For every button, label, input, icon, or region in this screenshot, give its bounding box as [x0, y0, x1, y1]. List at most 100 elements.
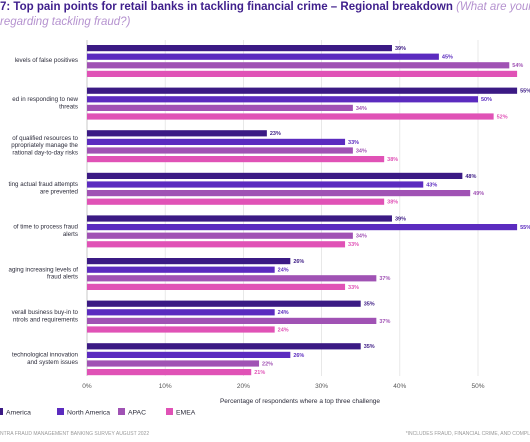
bar: [87, 87, 518, 94]
bar: [87, 172, 463, 179]
category-label-line: threats: [59, 103, 78, 110]
bar: [87, 326, 275, 333]
bar-value-label: 34%: [356, 234, 367, 240]
bar: [87, 283, 346, 290]
x-tick-label: 50%: [471, 383, 484, 390]
category-label-line: aging increasing levels of: [9, 266, 79, 273]
bar-value-label: 33%: [348, 140, 359, 146]
bar: [87, 156, 385, 163]
bar: [87, 215, 392, 222]
category-label-line: of qualified resources to: [12, 135, 78, 142]
x-tick-label: 0%: [82, 383, 92, 390]
x-tick-label: 30%: [315, 383, 328, 390]
bar: [87, 275, 377, 282]
x-tick-label: 40%: [393, 383, 406, 390]
bar-value-label: 54%: [512, 63, 523, 69]
bar: [87, 181, 424, 188]
category-label-line: alerts: [63, 231, 78, 238]
category-label-line: ed in responding to new: [12, 96, 78, 103]
bar-value-label: 34%: [356, 106, 367, 112]
category-label-line: are prevented: [40, 189, 79, 196]
category-label-line: ntrols and requirements: [13, 316, 78, 323]
bar: [87, 369, 252, 376]
bar-value-label: 39%: [395, 46, 406, 52]
bar-value-label: 23%: [270, 131, 281, 137]
bar-value-label: 52%: [497, 114, 508, 120]
category-label: technological innovation and system issue…: [12, 352, 79, 366]
x-tick-label: 10%: [159, 383, 172, 390]
bar-value-label: 37%: [379, 319, 390, 325]
bar: [87, 266, 275, 273]
category-label-line: rational day-to-day risks: [12, 150, 78, 157]
bar-value-label: 33%: [348, 285, 359, 291]
category-label: verall business buy-in to ntrols and requ…: [12, 309, 79, 323]
category-label: ed in responding to new threats: [12, 96, 78, 110]
bar: [87, 360, 260, 367]
bar-value-label: 50%: [481, 97, 492, 103]
legend-swatch: [0, 408, 3, 415]
bars: 39% 45% 54% 55% 50% 34% 52% 23% 33% 34% 38% 48% 43% 4…: [87, 45, 530, 376]
bar: [87, 300, 361, 307]
bar-value-label: 35%: [364, 302, 375, 308]
bar: [87, 138, 346, 145]
legend: America North America APAC EMEA: [0, 408, 196, 417]
category-label: of qualified resources to ppropriately ma…: [11, 135, 78, 157]
category-label-line: ppropriately manage the: [11, 142, 78, 149]
bar: [87, 351, 291, 358]
bar: [87, 258, 291, 265]
bar-value-label: 55%: [520, 225, 530, 231]
bar-value-label: 24%: [278, 327, 289, 333]
bar: [87, 198, 385, 205]
bar: [87, 343, 361, 350]
bar: [87, 190, 471, 197]
bar: [87, 96, 478, 103]
bar: [87, 113, 494, 120]
bar: [87, 53, 439, 60]
chart-title-line1: 7: Top pain points for retail banks in t…: [0, 0, 530, 15]
category-label-line: of time to process fraud: [13, 224, 78, 231]
x-axis-title: Percentage of respondents where a top th…: [220, 398, 380, 405]
footer-note: *INCLUDES FRAUD, FINANCIAL CRIME, AND CO…: [405, 431, 530, 437]
chart-subtitle-line2: regarding tackling fraud?): [0, 16, 131, 28]
bar-value-label: 33%: [348, 242, 359, 248]
category-labels: levels of false positives ed in respondin…: [9, 57, 79, 366]
category-label: levels of false positives: [15, 57, 78, 64]
category-label-line: fraud alerts: [47, 274, 78, 281]
category-label: aging increasing levels of fraud alerts: [9, 266, 79, 280]
bar: [87, 224, 518, 231]
bar: [87, 241, 346, 248]
category-label-line: verall business buy-in to: [12, 309, 79, 316]
chart-title: 7: Top pain points for retail banks in t…: [0, 0, 530, 36]
bar: [87, 70, 518, 77]
bar-value-label: 38%: [387, 157, 398, 163]
category-label: ting actual fraud attempts are prevented: [9, 181, 79, 195]
bar: [87, 309, 275, 316]
footer: NTRA FRAUD MANAGEMENT BANKING SURVEY AUG…: [0, 428, 530, 442]
legend-swatch: [57, 408, 64, 415]
bar-value-label: 37%: [379, 276, 390, 282]
legend-swatch: [166, 408, 173, 415]
bar: [87, 62, 510, 69]
category-label-line: ting actual fraud attempts: [9, 181, 78, 188]
x-tick-label: 20%: [237, 383, 250, 390]
chart-subtitle-line1: (What are your top p: [456, 1, 530, 13]
bar: [87, 232, 353, 239]
category-label-line: technological innovation: [12, 352, 79, 359]
bar-value-label: 26%: [293, 259, 304, 265]
legend-swatch: [118, 408, 125, 415]
bar: [87, 45, 392, 52]
bar: [87, 104, 353, 111]
bar-value-label: 35%: [364, 344, 375, 350]
bar-value-label: 24%: [278, 310, 289, 316]
legend-label: APAC: [128, 410, 146, 417]
legend-label: America: [6, 410, 31, 417]
category-label-line: and system issues: [27, 359, 78, 366]
bar-value-label: 21%: [254, 370, 265, 376]
bar: [87, 317, 377, 324]
legend-label: EMEA: [176, 410, 196, 417]
bar: [87, 147, 353, 154]
chart-title-main: 7: Top pain points for retail banks in t…: [0, 1, 453, 13]
footer-source: NTRA FRAUD MANAGEMENT BANKING SURVEY AUG…: [0, 431, 150, 437]
category-label-line: levels of false positives: [15, 57, 78, 64]
